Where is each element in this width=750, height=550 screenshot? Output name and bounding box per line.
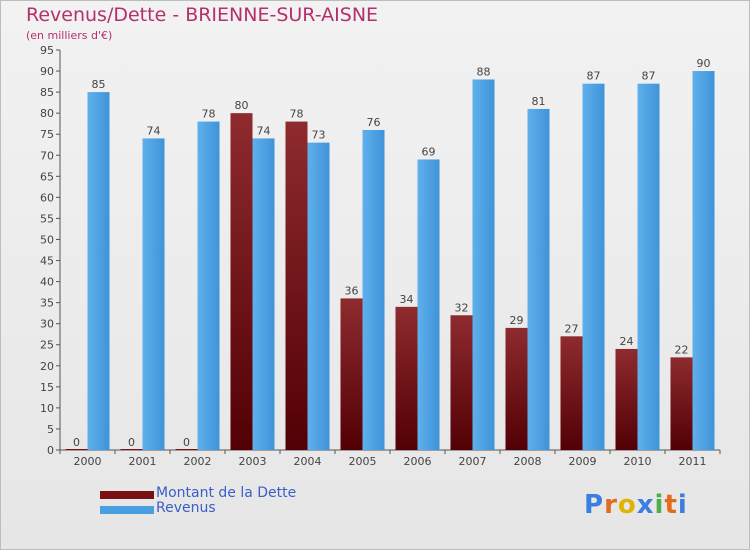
bar-revenus: [582, 83, 605, 451]
data-label-revenus: 74: [147, 124, 161, 137]
bar-debt: [615, 348, 638, 450]
data-label-revenus: 87: [642, 70, 656, 83]
data-label-revenus: 85: [92, 78, 106, 91]
bar-debt: [560, 336, 583, 450]
y-tick-label: 5: [47, 423, 54, 436]
data-label-revenus: 76: [367, 116, 381, 129]
legend-swatch-revenus: [100, 506, 154, 514]
y-tick-label: 40: [40, 276, 54, 289]
y-tick-label: 65: [40, 170, 54, 183]
logo-letter: o: [617, 490, 637, 520]
data-label-revenus: 73: [312, 129, 326, 142]
bar-debt: [230, 113, 253, 450]
data-label-debt: 24: [620, 335, 634, 348]
bar-revenus: [87, 92, 110, 451]
y-tick-label: 25: [40, 339, 54, 352]
data-label-debt: 29: [510, 314, 524, 327]
y-tick-label: 0: [47, 444, 54, 457]
bar-debt: [285, 121, 308, 450]
y-tick-label: 20: [40, 360, 54, 373]
data-label-revenus: 88: [477, 65, 491, 78]
x-tick-label: 2001: [129, 455, 157, 468]
logo-letter: t: [664, 490, 678, 520]
bar-revenus: [362, 130, 385, 450]
y-tick-label: 50: [40, 233, 54, 246]
logo-letter: i: [654, 490, 665, 520]
y-tick-label: 45: [40, 255, 54, 268]
y-tick-label: 90: [40, 65, 54, 78]
logo-letter: x: [636, 490, 655, 520]
data-label-debt: 34: [400, 293, 414, 306]
y-tick-label: 80: [40, 107, 54, 120]
bar-debt: [395, 306, 418, 450]
bar-revenus: [527, 108, 550, 451]
bars: [65, 71, 715, 451]
data-labels: 0 85 0 74 0 78 80 74 78 73 36 76 34 69 32 88 29 81 27 87 24 8…: [73, 57, 711, 449]
x-tick-label: 2002: [184, 455, 212, 468]
y-tick-label: 55: [40, 212, 54, 225]
bar-revenus: [637, 83, 660, 451]
bar-revenus: [472, 79, 495, 450]
data-label-revenus: 74: [257, 124, 271, 137]
bar-debt: [670, 357, 693, 450]
logo-letter: P: [584, 490, 605, 520]
x-tick-label: 2009: [569, 455, 597, 468]
x-tick-label: 2005: [349, 455, 377, 468]
chart-subtitle: (en milliers d'€): [26, 29, 113, 42]
x-tick-label: 2007: [459, 455, 487, 468]
y-tick-label: 85: [40, 86, 54, 99]
x-tick-label: 2000: [74, 455, 102, 468]
data-label-debt: 36: [345, 284, 359, 297]
logo-letter: r: [604, 490, 618, 520]
bar-debt: [65, 449, 88, 450]
legend-label-debt: Montant de la Dette: [156, 485, 297, 501]
bar-debt: [175, 449, 198, 450]
bar-debt: [340, 298, 363, 450]
chart-title: Revenus/Dette - BRIENNE-SUR-AISNE: [26, 4, 379, 26]
data-label-debt: 0: [183, 436, 190, 449]
data-label-revenus: 90: [697, 57, 711, 70]
bar-debt: [450, 315, 473, 450]
legend-swatch-debt: [100, 491, 154, 499]
x-tick-label: 2006: [404, 455, 432, 468]
y-tick-label: 60: [40, 191, 54, 204]
bar-revenus: [142, 138, 165, 450]
data-label-debt: 78: [290, 108, 304, 121]
bar-revenus: [197, 121, 220, 450]
data-label-debt: 27: [565, 322, 579, 335]
data-label-revenus: 69: [422, 145, 436, 158]
y-tick-label: 75: [40, 128, 54, 141]
y-tick-label: 10: [40, 402, 54, 415]
data-label-debt: 80: [235, 99, 249, 112]
x-tick-label: 2011: [679, 455, 707, 468]
y-tick-label: 95: [40, 44, 54, 57]
data-label-debt: 32: [455, 301, 469, 314]
legend-label-revenus: Revenus: [156, 500, 216, 516]
axes: 0 5 10 15 20 25 30 35 40 45 50 55 60 65 70 75 80 85 90 95 20…: [40, 44, 721, 468]
bar-debt: [505, 327, 528, 450]
data-label-debt: 0: [73, 436, 80, 449]
proxiti-logo: Proxiti: [584, 490, 688, 520]
x-tick-label: 2004: [294, 455, 322, 468]
data-label-revenus: 81: [532, 95, 546, 108]
x-tick-label: 2003: [239, 455, 267, 468]
data-label-revenus: 87: [587, 70, 601, 83]
bar-revenus: [692, 71, 715, 450]
bar-debt: [120, 449, 143, 450]
bar-revenus: [417, 159, 440, 450]
x-tick-label: 2010: [624, 455, 652, 468]
y-tick-label: 30: [40, 318, 54, 331]
data-label-revenus: 78: [202, 108, 216, 121]
data-label-debt: 0: [128, 436, 135, 449]
logo-letter: i: [677, 490, 688, 520]
x-tick-label: 2008: [514, 455, 542, 468]
data-label-debt: 22: [675, 343, 689, 356]
y-tick-label: 15: [40, 381, 54, 394]
y-tick-label: 35: [40, 297, 54, 310]
bar-revenus: [252, 138, 275, 450]
y-tick-label: 70: [40, 149, 54, 162]
bar-revenus: [307, 142, 330, 450]
